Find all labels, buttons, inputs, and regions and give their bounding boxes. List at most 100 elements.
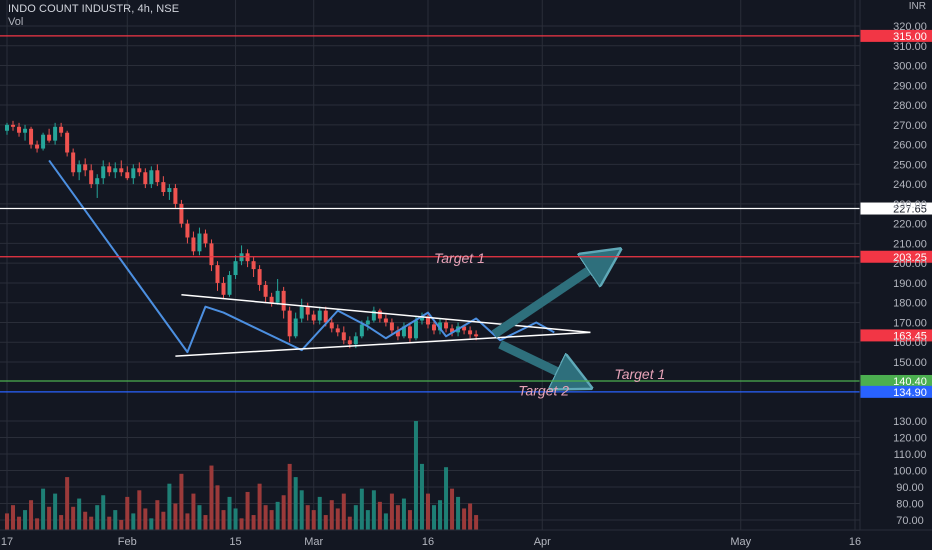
volume-bar xyxy=(5,513,9,530)
price-tick-label: 320.00 xyxy=(893,21,927,33)
volume-bar xyxy=(53,493,58,530)
volume-bar xyxy=(101,495,106,530)
volume-bar xyxy=(221,510,226,530)
time-axis[interactable]: 17 Feb 15 Mar 16 Apr May 16 xyxy=(0,529,932,548)
volume-bar xyxy=(239,518,244,530)
candle-body xyxy=(257,269,262,285)
volume-bar xyxy=(347,516,352,530)
volume-bar xyxy=(444,467,449,530)
volume-bar xyxy=(450,488,455,530)
volume-bar xyxy=(462,508,467,530)
level-label-box xyxy=(860,374,932,387)
candle-body xyxy=(221,282,226,295)
candle-body xyxy=(275,290,280,303)
candle-body xyxy=(341,332,346,341)
price-tick-label: 160.00 xyxy=(893,337,927,349)
volume-bar xyxy=(125,496,130,530)
volume-bar xyxy=(113,510,118,530)
volume-bar xyxy=(47,506,52,530)
price-axis[interactable]: 320.00 310.00 300.00 290.00 280.00 270.00 260.… xyxy=(859,0,927,530)
volume-bar xyxy=(161,511,166,530)
candle-body xyxy=(269,296,274,303)
candle-body xyxy=(35,144,40,149)
candle-body xyxy=(419,316,424,321)
level-label-box xyxy=(860,202,932,215)
time-tick-label: Mar xyxy=(304,536,323,548)
candle-body xyxy=(23,128,28,133)
candle-body xyxy=(101,166,106,179)
volume-bar xyxy=(173,503,178,530)
volume-bar xyxy=(83,511,88,530)
price-tick-label: 250.00 xyxy=(893,159,927,171)
symbol-title[interactable]: INDO COUNT INDUSTR, 4h, NSE xyxy=(8,3,180,15)
candle-body xyxy=(353,336,358,345)
level-label: 315.00 xyxy=(893,31,927,43)
candlesticks xyxy=(5,120,479,349)
candle-body xyxy=(11,124,16,127)
candle-body xyxy=(263,284,268,297)
candle-body xyxy=(311,314,316,321)
level-label-box xyxy=(860,250,932,263)
candle-body xyxy=(287,310,292,337)
volume-bar xyxy=(299,490,304,530)
volume-bar xyxy=(269,510,274,530)
volume-bar xyxy=(77,498,82,530)
time-tick-label: 17 xyxy=(1,536,13,548)
current-price-label: 163.45 xyxy=(893,330,927,342)
candle-body xyxy=(107,166,112,173)
volume-tick-label: 120.00 xyxy=(893,433,927,445)
target-label: Target 1 xyxy=(614,366,665,382)
candle-body xyxy=(425,316,430,325)
candle-body xyxy=(462,326,467,331)
volume-bar xyxy=(468,503,473,530)
candle-body xyxy=(347,340,352,345)
candle-body xyxy=(371,310,376,321)
price-tick-label: 310.00 xyxy=(893,41,927,53)
volume-bar xyxy=(407,510,412,530)
level-label: 134.90 xyxy=(893,387,927,399)
candle-body xyxy=(83,164,88,171)
candle-body xyxy=(197,233,202,252)
price-tick-label: 170.00 xyxy=(893,317,927,329)
candle-body xyxy=(5,124,9,131)
candle-body xyxy=(137,168,142,173)
volume-bar xyxy=(203,515,208,530)
candle-body xyxy=(191,237,196,252)
candle-body xyxy=(161,182,166,193)
volume-bar xyxy=(335,508,340,530)
volume-bar xyxy=(35,518,40,530)
time-tick-label: 15 xyxy=(229,536,241,548)
candle-body xyxy=(281,290,286,311)
candle-body xyxy=(401,326,406,337)
volume-bar xyxy=(191,493,196,530)
target-label: Target 1 xyxy=(434,250,485,266)
target-annotations: Target 1 Target 1 Target 2 xyxy=(434,250,665,398)
volume-bar xyxy=(401,498,406,530)
volume-bar xyxy=(215,485,220,530)
volume-bar xyxy=(59,515,64,530)
time-tick-label: 16 xyxy=(422,536,434,548)
price-tick-label: 220.00 xyxy=(893,219,927,231)
volume-bar xyxy=(432,505,437,530)
volume-bar xyxy=(257,483,262,530)
currency-label[interactable]: INR xyxy=(908,1,926,12)
candle-body xyxy=(155,170,160,183)
volume-bar xyxy=(143,508,148,530)
volume-bars xyxy=(5,421,479,530)
time-tick-label: Apr xyxy=(534,536,551,548)
candle-body xyxy=(251,261,256,270)
volume-indicator-label[interactable]: Vol xyxy=(8,16,24,28)
volume-bar xyxy=(311,510,316,530)
volume-bar xyxy=(383,513,388,530)
volume-bar xyxy=(425,493,430,530)
price-tick-label: 200.00 xyxy=(893,258,927,270)
volume-bar xyxy=(41,488,46,530)
level-label-box xyxy=(860,29,932,42)
candle-body xyxy=(317,310,322,321)
volume-bar xyxy=(395,505,400,530)
candle-body xyxy=(125,172,130,179)
candle-body xyxy=(377,310,382,319)
volume-bar xyxy=(341,493,346,530)
candle-body xyxy=(407,326,412,339)
